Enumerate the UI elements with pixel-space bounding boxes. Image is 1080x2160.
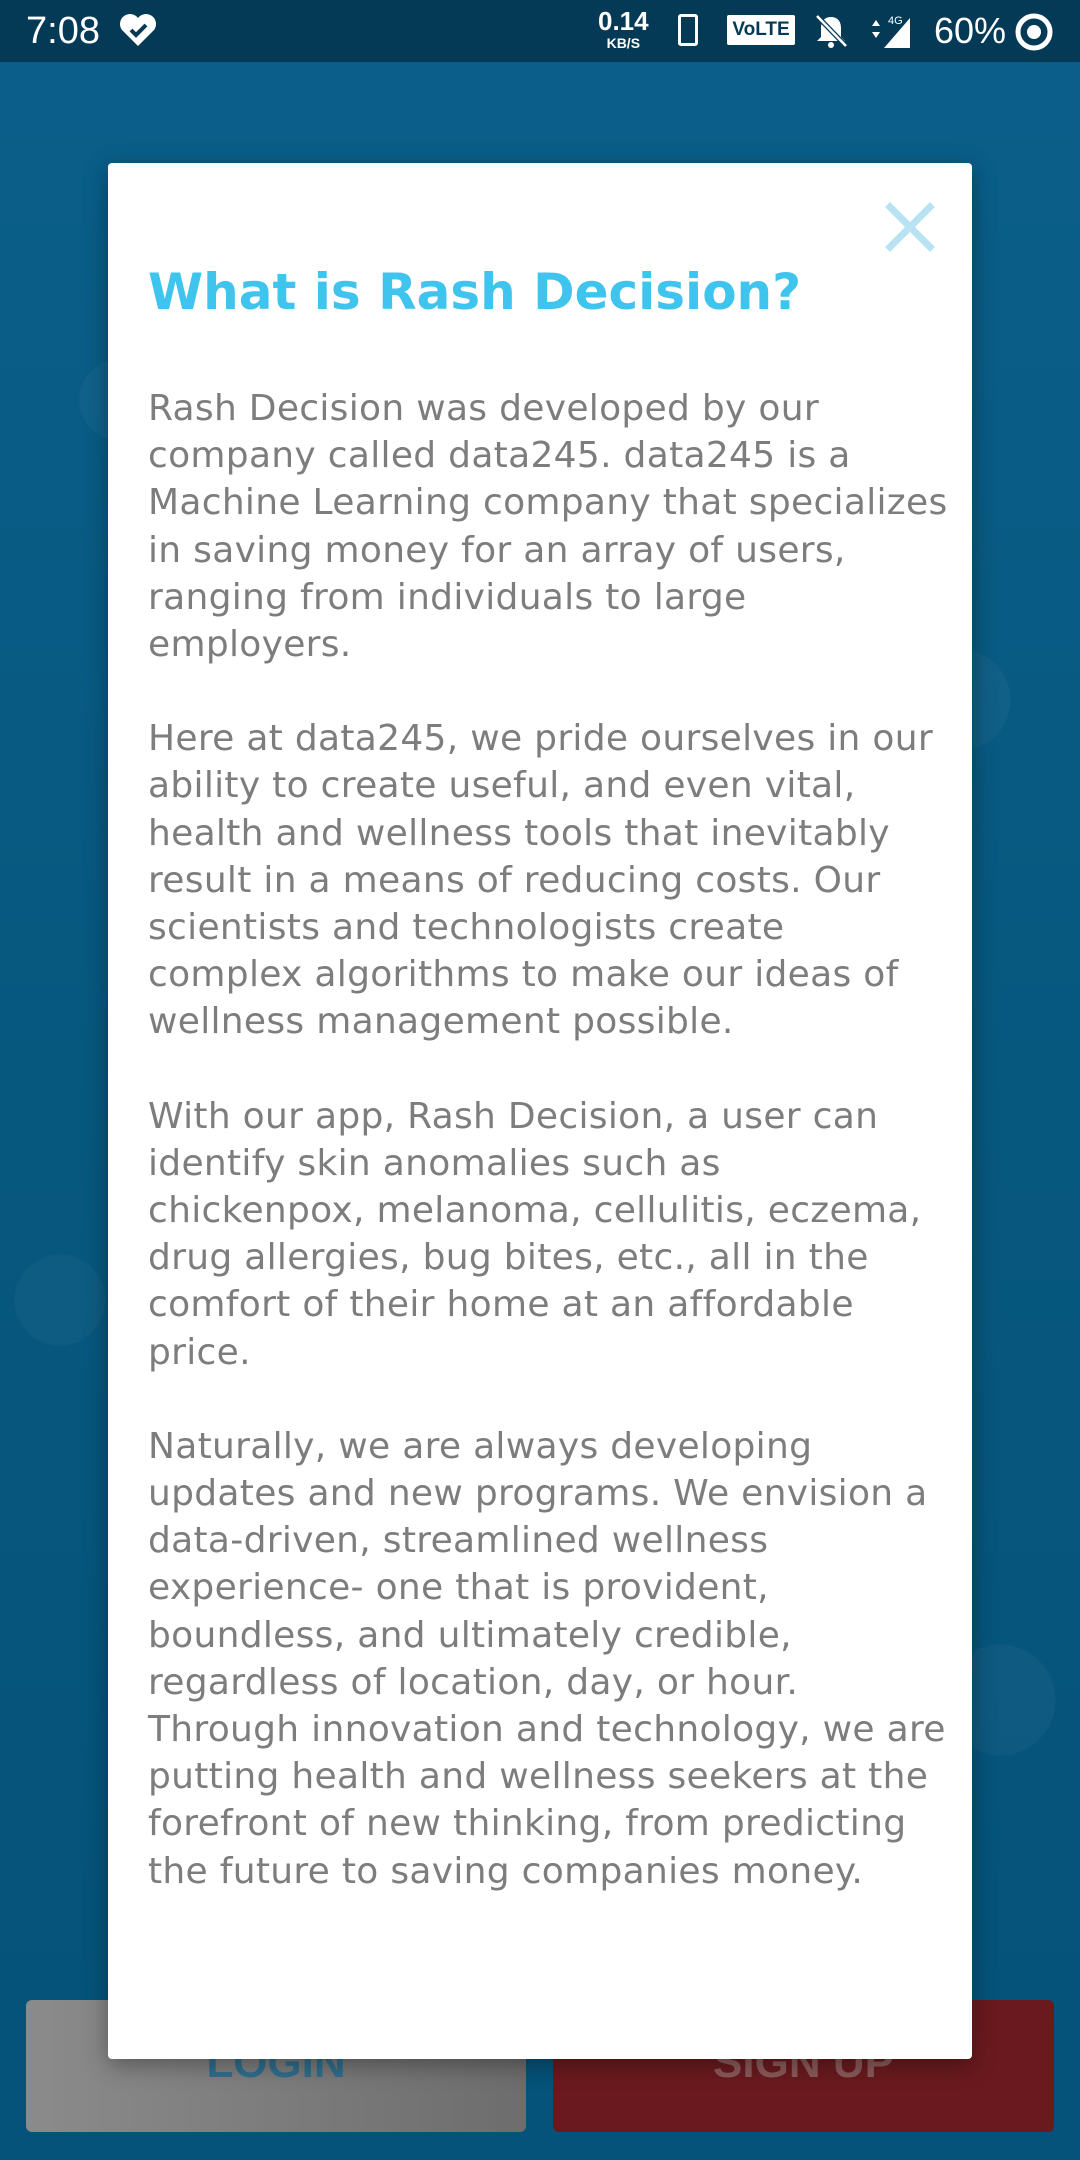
volte-badge: VoLTE [727, 15, 795, 45]
modal-paragraph: With our app, Rash Decision, a user can … [148, 1095, 922, 1373]
signal-icon: 4G [872, 15, 910, 48]
battery-percent: 60% [934, 10, 1007, 51]
heart-icon [120, 14, 156, 46]
modal-paragraph: Here at data245, we pride ourselves in o… [148, 718, 933, 1043]
status-time: 7:08 [26, 10, 100, 52]
network-speed-value: 0.14 [598, 6, 649, 36]
close-icon[interactable] [884, 201, 936, 253]
modal-title: What is Rash Decision? [148, 263, 802, 321]
about-modal: What is Rash Decision? Rash Decision was… [108, 163, 972, 2059]
modal-paragraph: Naturally, we are always developing upda… [148, 1425, 946, 1892]
battery-saver-icon [1015, 13, 1053, 51]
status-bar: 7:08 0.14 KB/S VoLTE 4G 60% [0, 0, 1080, 62]
modal-paragraph: Rash Decision was developed by our compa… [148, 388, 948, 666]
network-speed-unit: KB/S [606, 35, 641, 51]
network-type: 4G [888, 15, 903, 27]
modal-body: Rash Decision was developed by our compa… [148, 385, 948, 1895]
bell-muted-icon [815, 14, 848, 48]
phone-icon [678, 14, 698, 46]
network-speed: 0.14 KB/S [598, 8, 649, 50]
